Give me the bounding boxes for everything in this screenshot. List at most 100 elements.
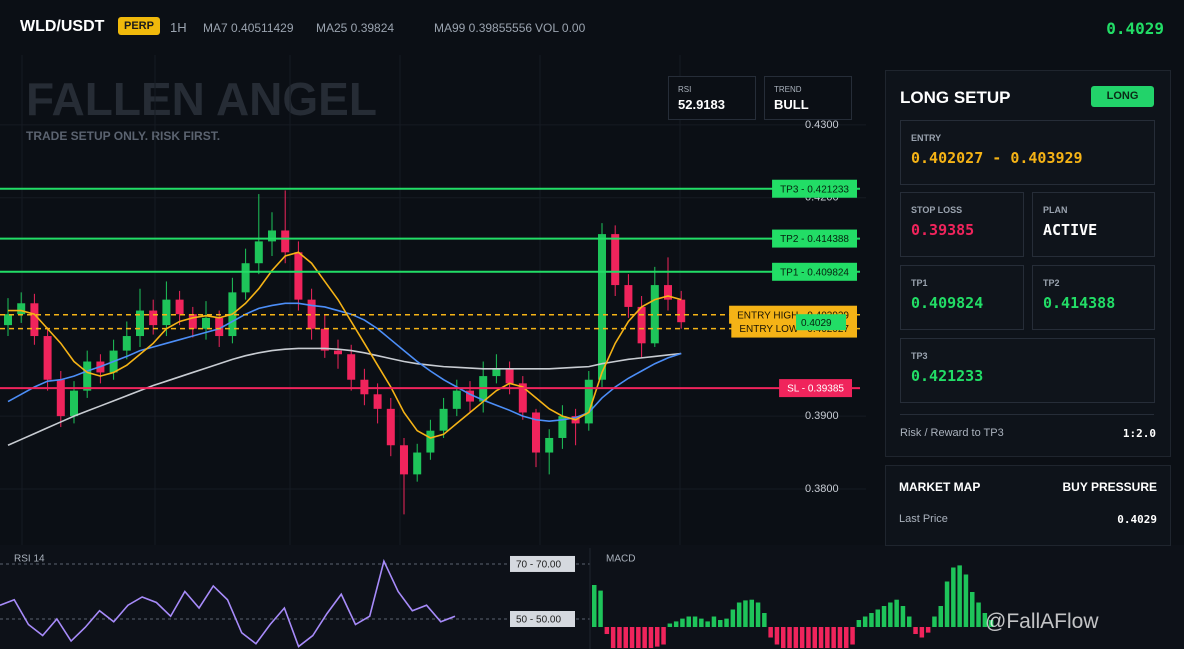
macd-bar — [925, 627, 931, 633]
macd-bar — [812, 627, 817, 649]
candle-body — [532, 412, 540, 453]
tp1-box: TP1 0.409824 — [900, 265, 1024, 330]
rsi-label: RSI — [678, 85, 692, 94]
indicator-ma7: MA7 0.40511429 — [203, 21, 294, 35]
level-label: ENTRY LOW - 0.402027 — [739, 324, 849, 335]
candle-body — [215, 317, 224, 337]
candle-body — [188, 314, 197, 329]
macd-bar — [837, 627, 843, 649]
macd-bar — [913, 627, 918, 635]
candle-body — [426, 430, 435, 453]
candle-body — [56, 379, 65, 417]
tp2-value: 0.414388 — [1043, 294, 1116, 312]
candle-body — [637, 306, 646, 344]
header-price: 0.4029 — [1106, 19, 1164, 38]
macd-bar — [787, 627, 792, 649]
macd-bar — [604, 627, 610, 635]
rsi-value: 52.9183 — [678, 97, 725, 112]
macd-bar — [699, 618, 704, 628]
level-label-bg — [772, 262, 857, 281]
indicator-title: MACD — [606, 554, 635, 565]
rr-value: 1:2.0 — [1122, 427, 1156, 440]
candle-body — [149, 310, 158, 326]
macd-bar — [970, 592, 975, 628]
macd-bar — [781, 627, 786, 649]
indicator-ma25: MA25 0.39824 — [316, 21, 395, 35]
brand-watermark: @FallAFlow — [985, 610, 1099, 633]
indicator-ma99: MA99 0.39855556 — [434, 21, 533, 35]
candle-body — [611, 234, 620, 286]
entry-box: ENTRY 0.402027 - 0.403929 — [900, 120, 1155, 185]
candle-body — [650, 285, 659, 344]
macd-bar — [623, 627, 628, 649]
candle-body — [400, 445, 408, 475]
perp-badge: PERP — [118, 17, 160, 35]
stop-label: STOP LOSS — [911, 205, 963, 215]
candle-body — [505, 368, 514, 384]
watermark-title: FALLEN ANGEL — [26, 73, 377, 125]
macd-bar — [692, 616, 698, 628]
rsi-level-bg — [510, 555, 575, 572]
macd-bar — [724, 618, 729, 628]
plan-box: PLAN ACTIVE — [1032, 192, 1155, 257]
candle-body — [136, 310, 144, 337]
rsi-level-label: 70 - 70.00 — [516, 560, 561, 571]
last-price-value: 0.4029 — [1117, 513, 1157, 526]
level-label-bg — [779, 379, 852, 398]
macd-bar — [850, 627, 855, 645]
macd-bar — [736, 602, 742, 628]
rsi-level-label: 50 - 50.00 — [516, 615, 561, 626]
macd-bar — [844, 627, 849, 649]
stop-box: STOP LOSS 0.39385 — [900, 192, 1024, 257]
tp1-label: TP1 — [911, 278, 928, 288]
candle-body — [598, 234, 606, 380]
macd-bar — [661, 627, 666, 645]
level-label: TP1 - 0.409824 — [780, 267, 849, 278]
level-label: SL - 0.39385 — [787, 384, 844, 395]
candle-body — [624, 285, 633, 307]
macd-bar — [988, 620, 994, 628]
tp3-label: TP3 — [911, 351, 928, 361]
candle-body — [17, 303, 26, 315]
candle-body — [162, 299, 171, 326]
trend-value: BULL — [774, 97, 809, 112]
candle-body — [241, 263, 250, 293]
setup-title: LONG SETUP — [900, 88, 1011, 107]
level-label: TP2 - 0.414388 — [780, 234, 849, 245]
macd-bar — [806, 627, 811, 649]
macd-bar — [667, 623, 673, 628]
macd-bar — [629, 627, 635, 649]
y-tick-label: 0.3900 — [805, 410, 839, 422]
tp1-value: 0.409824 — [911, 294, 984, 312]
level-label-bg — [772, 229, 857, 248]
plot-area — [4, 190, 686, 515]
candle-body — [307, 299, 316, 329]
macd-bar — [762, 613, 767, 628]
header-bar: WLD/USDT PERP 1H MA7 0.40511429 MA25 0.3… — [0, 0, 1184, 55]
rsi-box: RSI 52.9183 — [668, 76, 756, 120]
moving-average — [8, 251, 682, 439]
trend-box: TREND BULL — [764, 76, 852, 120]
macd-bar — [938, 606, 943, 628]
interval[interactable]: 1H — [170, 20, 187, 35]
candle-body — [268, 230, 276, 242]
macd-bar — [592, 584, 597, 628]
macd-bar — [793, 627, 799, 649]
macd-bar — [869, 613, 874, 628]
level-label-bg — [772, 179, 857, 198]
long-badge[interactable]: LONG — [1091, 86, 1154, 107]
y-tick-label: 0.3800 — [805, 483, 839, 495]
last-price-bg — [796, 314, 846, 331]
tp3-value: 0.421233 — [911, 367, 984, 385]
rr-label: Risk / Reward to TP3 — [900, 427, 1004, 439]
last-price-label: Last Price — [899, 513, 948, 525]
macd-bar — [768, 627, 773, 638]
market-map-title: MARKET MAP — [899, 480, 981, 494]
divider — [900, 414, 1154, 415]
candle-body — [347, 354, 356, 380]
candle-body — [30, 303, 39, 337]
y-tick-label: 0.4300 — [805, 119, 839, 131]
candle-body — [558, 416, 567, 438]
